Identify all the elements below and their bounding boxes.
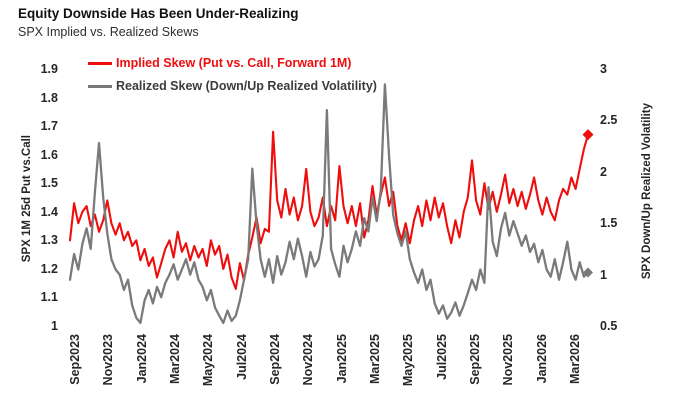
realized-end-diamond-marker	[583, 267, 593, 278]
left-axis-tick-label: 1.7	[40, 119, 58, 134]
left-axis-tick-label: 1.3	[40, 233, 58, 248]
realized-legend-line	[88, 84, 112, 88]
legend-item-realized: Realized Skew (Down/Up Realized Volatili…	[88, 78, 377, 94]
right-axis-tick-label: 1	[600, 267, 607, 282]
left-axis-tick-label: 1.2	[40, 261, 58, 276]
realized-skew-line	[68, 83, 590, 325]
right-axis-tick-label: 2.5	[600, 113, 618, 128]
implied-end-diamond-marker	[582, 129, 594, 141]
right-axis-tick-label: 2	[600, 164, 607, 179]
left-axis-tick-label: 1.9	[40, 62, 58, 76]
right-axis-tick-label: 1.5	[600, 216, 618, 231]
left-axis-tick-label: 1	[51, 319, 58, 333]
realized-legend-label: Realized Skew (Down/Up Realized Volatili…	[116, 79, 377, 93]
legend-item-implied: Implied Skew (Put vs. Call, Forward 1M)	[88, 55, 351, 71]
left-axis-tick-label: 1.8	[40, 90, 58, 105]
page-subtitle: SPX Implied vs. Realized Skews	[18, 25, 199, 39]
right-axis-tick-label: 0.5	[600, 319, 618, 333]
left-axis-tick-label: 1.1	[40, 290, 58, 305]
implied-legend-label: Implied Skew (Put vs. Call, Forward 1M)	[116, 56, 352, 70]
left-axis-tick-label: 1.6	[40, 147, 58, 162]
left-axis-tick-label: 1.5	[40, 176, 58, 191]
page-title: Equity Downside Has Been Under-Realizing	[18, 6, 299, 21]
implied-legend-line	[88, 61, 112, 65]
right-axis-tick-label: 3	[600, 62, 607, 76]
left-axis-tick-label: 1.4	[40, 204, 58, 219]
